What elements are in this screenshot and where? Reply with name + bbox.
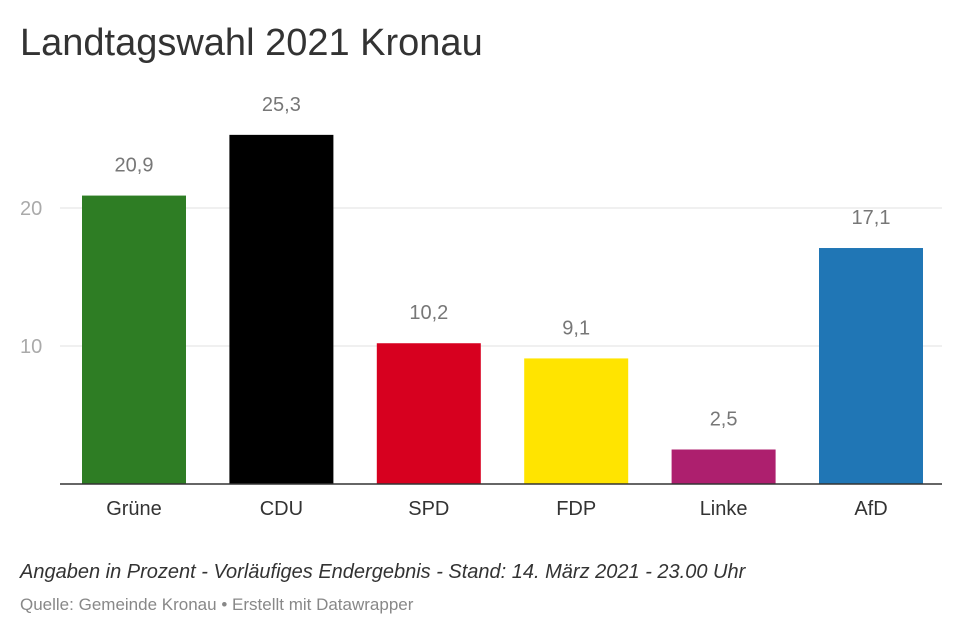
y-tick-label: 20: [20, 198, 42, 220]
bar: [376, 343, 481, 484]
value-label: 9,1: [562, 317, 590, 339]
source-name: Gemeinde Kronau: [78, 595, 217, 614]
bar: [819, 248, 923, 484]
category-label: CDU: [260, 498, 303, 520]
category-label: AfD: [854, 498, 887, 520]
category-label: Grüne: [106, 498, 162, 520]
bar: [671, 449, 776, 484]
value-label: 10,2: [409, 302, 448, 324]
y-tick-label: 10: [20, 336, 42, 358]
value-label: 25,3: [262, 94, 301, 116]
source-separator: •: [221, 595, 228, 614]
credit-text: Erstellt mit Datawrapper: [232, 595, 414, 614]
value-label: 20,9: [115, 155, 154, 177]
category-label: SPD: [408, 498, 449, 520]
value-label: 2,5: [710, 409, 738, 431]
bar: [229, 134, 334, 485]
category-label: Linke: [700, 498, 748, 520]
bar: [82, 195, 186, 484]
value-label: 17,1: [852, 207, 891, 229]
chart-notes: Angaben in Prozent - Vorläufiges Enderge…: [20, 561, 746, 583]
source-label: Quelle:: [20, 595, 74, 614]
chart-title: Landtagswahl 2021 Kronau: [20, 22, 483, 64]
bar: [524, 358, 629, 484]
chart-source: Quelle: Gemeinde Kronau • Erstellt mit D…: [20, 595, 413, 615]
category-label: FDP: [556, 498, 596, 520]
bar-chart: 10 20 20,9 Grüne 25,3 CDU 10,2 SPD 9,1 FDP 2,5 Link…: [20, 94, 942, 520]
